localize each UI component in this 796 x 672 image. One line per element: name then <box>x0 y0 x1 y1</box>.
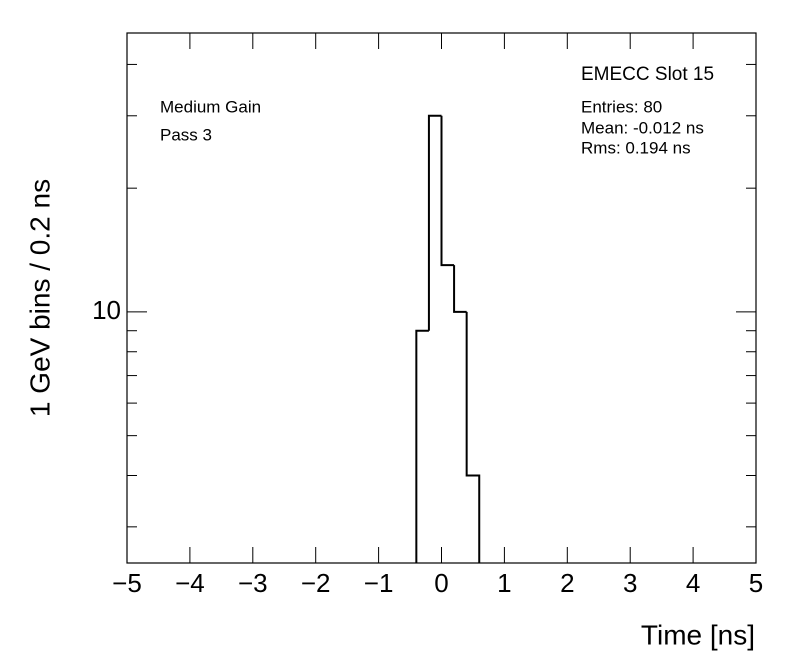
x-tick-label: −3 <box>238 568 268 598</box>
x-tick-label: 4 <box>686 568 700 598</box>
stats-line: Rms: 0.194 ns <box>581 138 691 157</box>
y-axis-label: 1 GeV bins / 0.2 ns <box>24 179 55 417</box>
x-tick-label: 0 <box>434 568 448 598</box>
x-axis-label: Time [ns] <box>641 619 755 650</box>
histogram-bin <box>453 265 467 313</box>
histogram-bin <box>415 329 429 563</box>
x-tick-label: 1 <box>497 568 511 598</box>
histogram-bin <box>440 115 455 267</box>
stats-title: EMECC Slot 15 <box>581 64 714 85</box>
x-tick-label: 3 <box>623 568 637 598</box>
stats-line: Entries: 80 <box>581 97 662 116</box>
x-tick-label: 2 <box>560 568 574 598</box>
x-tick-label: −5 <box>112 568 142 598</box>
annotation: Pass 3 <box>160 125 212 144</box>
y-tick-label: 10 <box>92 295 121 325</box>
stats-line: Mean: -0.012 ns <box>581 118 704 137</box>
histogram-bin <box>427 114 442 331</box>
x-tick-label: 5 <box>749 568 763 598</box>
histogram-bin <box>465 311 481 563</box>
x-tick-label: −1 <box>364 568 394 598</box>
x-tick-label: −2 <box>301 568 331 598</box>
annotation: Medium Gain <box>160 97 261 116</box>
x-tick-label: −4 <box>175 568 205 598</box>
